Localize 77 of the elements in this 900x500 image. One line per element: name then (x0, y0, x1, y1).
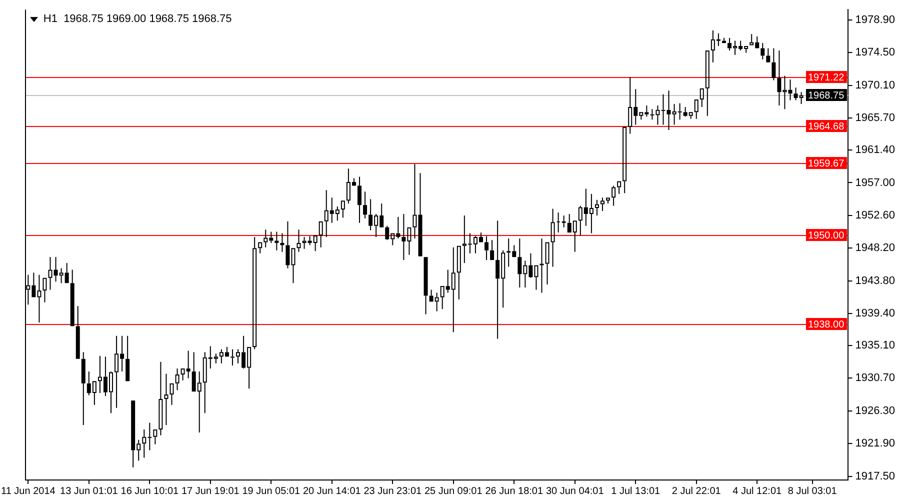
y-tick-label: 1939.40 (855, 308, 896, 320)
y-tick-label: 1957.00 (855, 176, 896, 189)
candlestick (358, 176, 362, 224)
candlestick (70, 269, 74, 326)
candlestick (424, 257, 428, 315)
y-tick-label: 1917.50 (855, 470, 896, 482)
candlestick (81, 352, 86, 426)
candlestick (126, 335, 130, 382)
ref-line-label: 1938.00 (808, 319, 845, 330)
x-tick-label: 11 Jun 2014 (1, 486, 56, 497)
y-tick-label: 1961.40 (855, 144, 896, 156)
candlestick (340, 200, 345, 218)
candlestick (705, 50, 710, 116)
candlestick (622, 127, 627, 194)
x-tick-label: 23 Jun 23:01 (364, 486, 422, 497)
x-tick-label: 1 Jul 13:01 (611, 486, 661, 497)
x-tick-label: 2 Jul 22:01 (672, 486, 722, 497)
candlestick (412, 164, 417, 239)
candlestick (76, 306, 80, 359)
candlestick (363, 191, 368, 219)
y-tick-label: 1952.60 (855, 209, 896, 222)
candlestick (296, 229, 301, 252)
chart-title: H1 1968.75 1969.00 1968.75 1968.75 (43, 12, 232, 26)
candlestick (456, 246, 461, 300)
candlestick (418, 172, 422, 256)
x-tick-label: 25 Jun 09:01 (424, 486, 483, 497)
candlestick (274, 231, 279, 251)
x-tick-label: 8 Jul 03:01 (788, 486, 838, 497)
x-tick-label: 13 Jun 01:01 (60, 486, 118, 497)
candlestick (158, 361, 163, 436)
candlestick (694, 100, 698, 120)
ref-line-label: 1959.67 (808, 158, 845, 170)
x-tick-label: 26 Jun 18:01 (485, 486, 544, 497)
y-tick-label: 1965.70 (855, 112, 896, 124)
candlestick (766, 48, 770, 62)
candlestick (153, 429, 158, 445)
candlestick (490, 239, 494, 260)
candlestick (600, 197, 604, 212)
candlestick (788, 78, 792, 101)
candlestick (612, 185, 616, 206)
candlestick (606, 198, 610, 204)
x-tick-label: 30 Jun 04:01 (546, 486, 604, 497)
ref-line-label: 1971.22 (808, 72, 845, 84)
candlestick (258, 242, 262, 254)
ref-line-label: 1968.75 (808, 90, 845, 102)
candlestick (772, 48, 776, 81)
candlestick (594, 199, 599, 216)
candlestick (318, 221, 323, 248)
y-tick-label: 1930.70 (855, 372, 896, 384)
y-tick-label: 1974.50 (855, 46, 896, 59)
candlestick (175, 368, 180, 391)
candlestick (252, 236, 257, 350)
y-tick-label: 1970.10 (855, 79, 896, 92)
candlestick (550, 208, 555, 268)
candlestick (170, 383, 174, 406)
candlestick (617, 181, 622, 194)
x-tick-label: 4 Jul 12:01 (732, 486, 782, 497)
x-tick-label: 17 Jun 19:01 (181, 486, 240, 497)
y-tick-label: 1943.80 (855, 274, 896, 287)
y-tick-label: 1978.90 (855, 14, 896, 26)
ref-line-label: 1950.00 (808, 230, 845, 242)
x-tick-label: 16 Jun 10:01 (120, 486, 180, 497)
candlestick (164, 373, 168, 426)
y-tick-label: 1926.30 (855, 404, 896, 417)
candlestick (700, 88, 704, 108)
x-tick-label: 20 Jun 14:01 (302, 486, 362, 497)
candlestick (545, 242, 550, 286)
candlestick (760, 42, 765, 60)
x-tick-label: 19 Jun 05:01 (242, 486, 300, 497)
candlestick (42, 278, 47, 303)
candlestick (484, 236, 489, 261)
y-tick-label: 1948.20 (855, 242, 896, 254)
y-tick-label: 1935.10 (855, 340, 896, 352)
ref-line-label: 1964.68 (808, 121, 845, 132)
candlestick (230, 348, 234, 366)
candlestick (562, 214, 566, 228)
y-tick-label: 1921.90 (855, 438, 896, 450)
